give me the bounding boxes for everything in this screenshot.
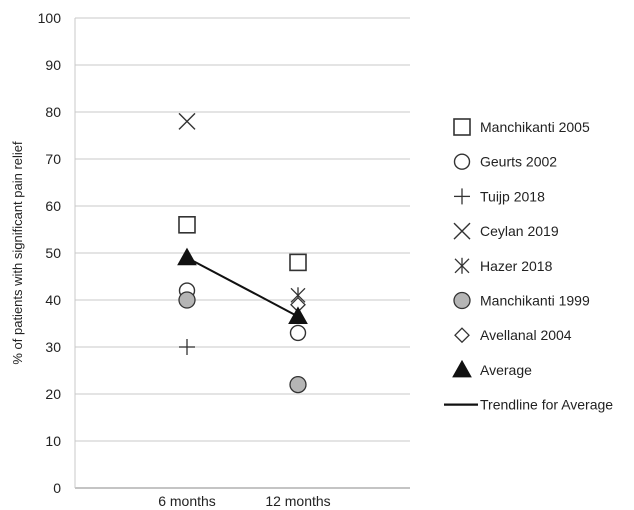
legend-item: Ceylan 2019 — [453, 222, 559, 240]
x-b — [453, 222, 471, 240]
legend-marker — [454, 257, 470, 274]
legend-item: Avellanal 2004 — [454, 327, 572, 344]
legend-label: Ceylan 2019 — [480, 223, 559, 239]
triangle-marker — [452, 359, 472, 378]
circle-marker — [289, 324, 307, 342]
x-tick-label: 6 months — [158, 493, 216, 509]
y-tick-label: 30 — [45, 339, 61, 355]
grid-lines — [74, 17, 410, 489]
legend-label: Hazer 2018 — [480, 258, 553, 274]
square-marker — [178, 216, 196, 234]
data-point — [178, 291, 196, 309]
y-tick-label: 100 — [38, 10, 62, 26]
square-marker — [453, 118, 471, 136]
y-tick-label: 20 — [45, 386, 61, 402]
diamond-marker — [454, 327, 470, 344]
legend-item-trendline: Trendline for Average — [444, 397, 613, 413]
data-point — [178, 216, 196, 234]
data-point — [177, 247, 197, 266]
legend: Manchikanti 2005 Geurts 2002 Tuijp 2018 Cey… — [444, 118, 613, 413]
y-tick-label: 0 — [53, 480, 61, 496]
trendline-layer — [186, 256, 299, 318]
y-tick-label: 60 — [45, 198, 61, 214]
gray-circle-marker — [453, 291, 471, 310]
y-tick-label: 10 — [45, 433, 61, 449]
legend-marker — [452, 359, 472, 378]
data-point — [178, 112, 196, 130]
x-tick-label: 12 months — [265, 493, 330, 509]
data-point — [179, 339, 195, 355]
y-axis-ticks: 0 10 20 30 40 50 60 70 80 90 100 — [38, 10, 62, 496]
data-point — [289, 253, 307, 272]
legend-marker — [453, 118, 471, 136]
triangle-marker — [288, 306, 308, 324]
y-tick-label: 90 — [45, 57, 61, 73]
x-axis-ticks: 6 months 12 months — [158, 493, 330, 509]
legend-label: Avellanal 2004 — [480, 327, 572, 343]
x-b — [178, 112, 196, 130]
legend-label: Average — [480, 362, 532, 378]
y-tick-label: 80 — [45, 104, 61, 120]
circle-marker — [453, 153, 471, 170]
legend-marker — [454, 188, 470, 205]
legend-item: Hazer 2018 — [454, 257, 553, 274]
y-tick-label: 50 — [45, 245, 61, 261]
legend-label: Geurts 2002 — [480, 154, 557, 170]
data-point — [288, 306, 308, 324]
legend-marker — [454, 327, 470, 344]
data-point — [289, 375, 307, 394]
legend-label: Manchikanti 1999 — [480, 293, 590, 309]
legend-marker — [453, 153, 471, 170]
data-point — [289, 324, 307, 342]
legend-item: Tuijp 2018 — [454, 188, 545, 205]
legend-label: Trendline for Average — [480, 397, 613, 413]
data-points — [177, 112, 308, 394]
legend-marker — [453, 222, 471, 240]
legend-item: Manchikanti 2005 — [453, 118, 590, 136]
legend-marker — [453, 291, 471, 310]
legend-item: Manchikanti 1999 — [453, 291, 590, 310]
y-tick-label: 40 — [45, 292, 61, 308]
gray-circle-marker — [178, 291, 196, 309]
gray-circle-marker — [289, 375, 307, 394]
legend-label: Tuijp 2018 — [480, 188, 545, 204]
trendline — [186, 256, 299, 318]
y-axis-label: % of patients with significant pain reli… — [10, 141, 25, 365]
legend-item: Average — [452, 359, 532, 378]
legend-item: Geurts 2002 — [453, 153, 557, 170]
square-marker — [289, 253, 307, 272]
y-tick-label: 70 — [45, 151, 61, 167]
triangle-marker — [177, 247, 197, 266]
legend-label: Manchikanti 2005 — [480, 119, 590, 135]
